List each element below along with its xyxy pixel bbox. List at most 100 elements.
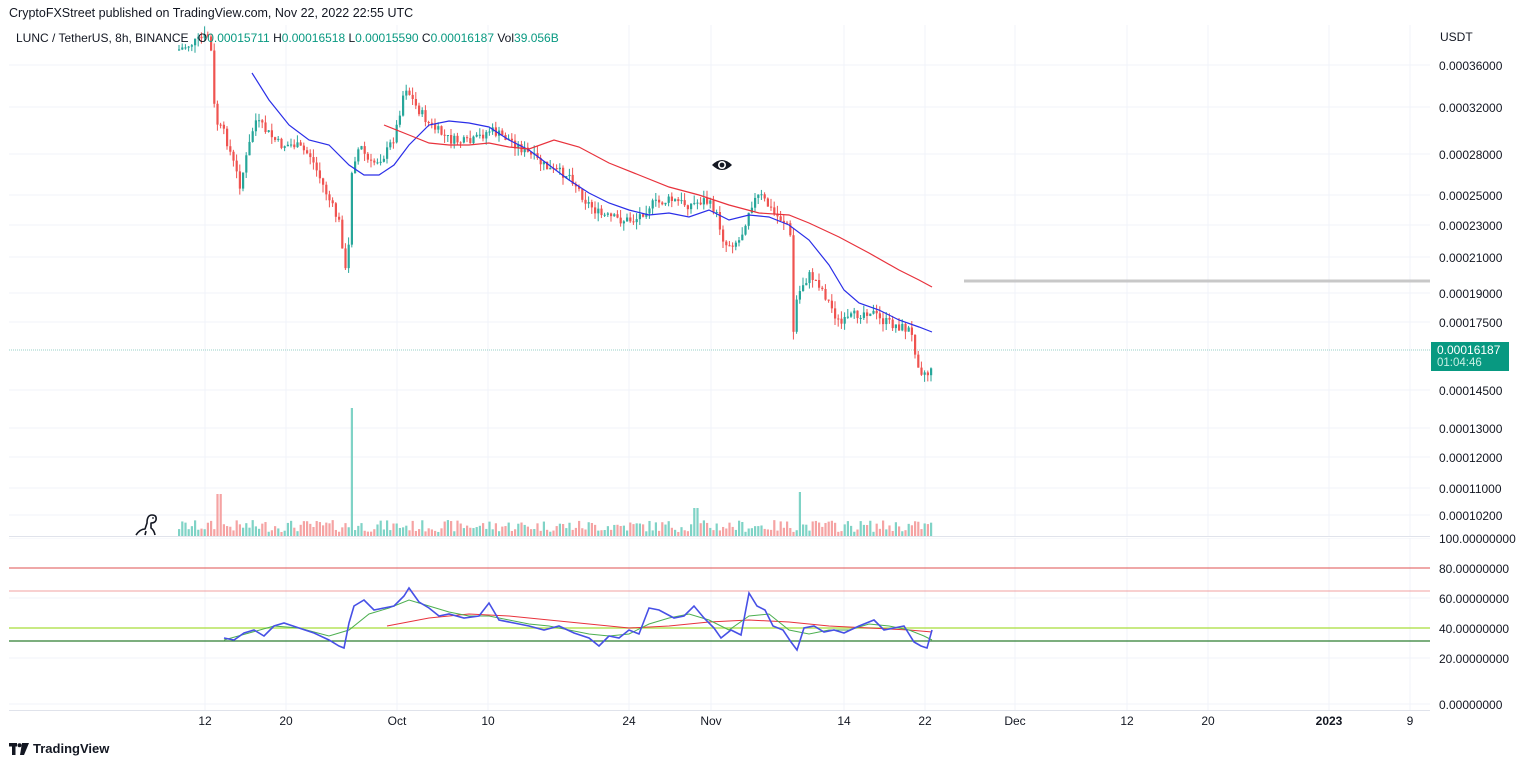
volume-bar: [587, 522, 590, 536]
candle-body: [574, 184, 577, 187]
volume-bar: [395, 523, 398, 536]
volume-bar: [562, 524, 565, 536]
volume-bar: [699, 523, 702, 536]
candle-body: [712, 200, 715, 213]
candle-body: [885, 317, 888, 325]
candle-body: [843, 316, 846, 324]
volume-bar: [786, 521, 789, 536]
candle-body: [619, 217, 622, 224]
tradingview-footer[interactable]: TradingView: [9, 741, 109, 756]
volume-bar: [350, 408, 353, 536]
candle-body: [286, 144, 289, 147]
volume-bar: [536, 523, 539, 536]
candle-body: [251, 131, 254, 142]
candle-body: [398, 115, 401, 125]
candle-body: [434, 123, 437, 130]
low-label: L: [348, 31, 356, 45]
volume-bar: [808, 530, 811, 536]
volume-bar: [299, 524, 302, 536]
volume-bar: [491, 529, 494, 536]
candle-body: [389, 142, 392, 148]
volume-bar: [379, 520, 382, 536]
volume-bar: [520, 522, 523, 536]
candle-body: [216, 103, 219, 125]
candle-body: [734, 242, 737, 247]
volume-bar: [328, 523, 331, 536]
candle-body: [328, 194, 331, 201]
candle-body: [696, 202, 699, 204]
volume-bar: [469, 527, 472, 536]
volume-bar: [670, 527, 673, 536]
volume-bar: [862, 524, 865, 536]
volume-bar: [501, 526, 504, 536]
volume-bar: [798, 492, 801, 536]
candle-body: [667, 196, 670, 203]
candle-body: [725, 241, 728, 246]
volume-bar: [706, 522, 709, 536]
volume-bar: [693, 508, 696, 536]
volume-bar: [424, 531, 427, 536]
volume-bar: [405, 525, 408, 536]
candle-body: [270, 130, 273, 138]
candle-body: [392, 142, 395, 144]
volume-bar: [251, 520, 254, 536]
price-chart-panel[interactable]: [9, 25, 1430, 537]
volume-bar: [197, 529, 200, 536]
volume-bar: [344, 523, 347, 536]
volume-bar: [878, 528, 881, 536]
volume-bar: [818, 522, 821, 536]
volume-bar: [216, 494, 219, 536]
indicator-tick: 20.00000000: [1439, 652, 1510, 666]
candle-body: [894, 324, 897, 329]
volume-bar: [750, 528, 753, 536]
volume-bar: [270, 530, 273, 536]
volume-bar: [923, 523, 926, 536]
candle-body: [248, 141, 251, 156]
candle-body: [555, 168, 558, 170]
moving-average-fast: [251, 72, 933, 333]
volume-bar: [760, 525, 763, 536]
volume-bar: [523, 524, 526, 536]
volume-bar: [834, 522, 837, 536]
volume-bar: [418, 529, 421, 536]
volume-bar: [843, 524, 846, 536]
volume-bar: [789, 528, 792, 536]
volume-bar: [178, 529, 181, 536]
candle-body: [261, 120, 264, 123]
candle-body: [338, 216, 341, 220]
candle-body: [232, 151, 235, 161]
volume-bar: [398, 527, 401, 536]
volume-bar: [610, 529, 613, 536]
volume-bar: [776, 530, 779, 536]
rsi-indicator-panel[interactable]: [9, 538, 1430, 711]
volume-bar: [747, 528, 750, 536]
candle-body: [805, 283, 808, 286]
candle-body: [898, 324, 901, 331]
volume-bar: [421, 520, 424, 536]
volume-bar: [357, 525, 360, 536]
volume-bar: [363, 530, 366, 536]
volume-bar: [581, 528, 584, 536]
volume-bar: [414, 530, 417, 536]
volume-bar: [616, 524, 619, 536]
candle-body: [558, 167, 561, 170]
candle-body: [514, 140, 517, 149]
candle-body: [402, 95, 405, 116]
candle-body: [472, 136, 475, 144]
candle-body: [658, 199, 661, 203]
candle-body: [187, 46, 190, 48]
candle-body: [453, 135, 456, 144]
volume-bar: [338, 531, 341, 536]
volume-bar: [306, 521, 309, 536]
published-caption: CryptoFXStreet published on TradingView.…: [9, 6, 414, 20]
volume-bar: [530, 529, 533, 536]
candle-body: [290, 144, 293, 146]
candle-body: [478, 134, 481, 136]
candle-body: [315, 162, 318, 171]
volume-bar: [725, 528, 728, 536]
candle-body: [917, 354, 920, 368]
time-tick: 2023: [1315, 714, 1343, 728]
eye-icon[interactable]: [711, 156, 733, 174]
candle-body: [379, 161, 382, 163]
symbol-title[interactable]: LUNC / TetherUS, 8h, BINANCE: [16, 31, 189, 45]
